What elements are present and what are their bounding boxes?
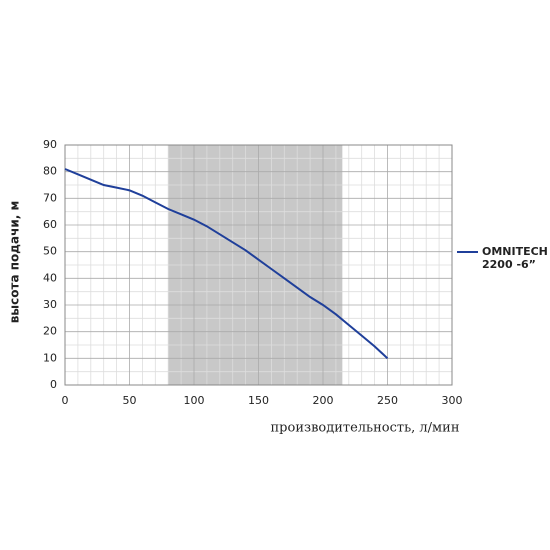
x-tick-label: 200 [313,394,334,407]
x-tick-label: 150 [248,394,269,407]
y-tick-label: 90 [43,138,57,151]
legend-label: OMNITECH 2200 -6” [482,245,548,271]
y-tick-label: 30 [43,298,57,311]
x-tick-label: 250 [377,394,398,407]
y-tick-label: 40 [43,271,57,284]
y-tick-label: 0 [50,378,57,391]
y-tick-label: 10 [43,351,57,364]
line-series [64,168,389,360]
plot-frame [64,144,453,386]
y-tick-label: 80 [43,165,57,178]
y-tick-label: 70 [43,191,57,204]
x-tick-label: 100 [184,394,205,407]
x-tick-label: 50 [123,394,137,407]
x-tick-label: 300 [442,394,463,407]
x-tick-label: 0 [62,394,69,407]
y-tick-label: 60 [43,218,57,231]
y-tick-label: 20 [43,325,57,338]
y-tick-label: 50 [43,245,57,258]
y-axis-label: высота подачи, м [8,201,22,324]
x-axis-label: производительность, л/мин [271,421,460,436]
